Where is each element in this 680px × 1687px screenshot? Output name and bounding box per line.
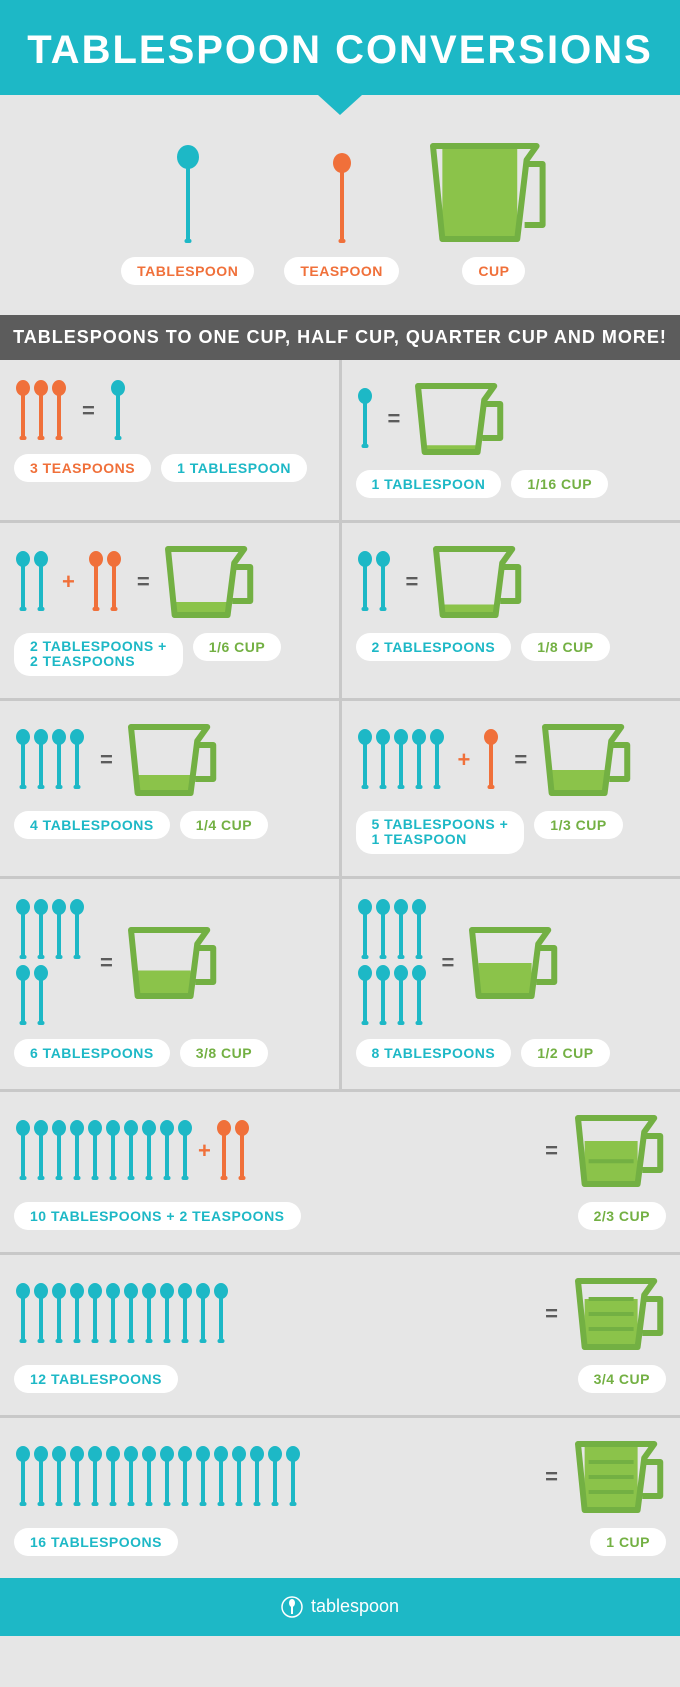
teaspoon-icon [331,135,353,245]
legend-teaspoon-label: TEASPOON [284,257,399,285]
cup-icon [574,1275,666,1353]
left-label: 16 TABLESPOONS [14,1528,178,1556]
tablespoon-group [14,1120,194,1182]
equals: = [539,1301,564,1327]
legend-tablespoon: TABLESPOON [121,135,254,285]
equals: = [76,398,101,424]
right-label: 1 TABLESPOON [161,454,307,482]
right-label: 3/4 CUP [578,1365,666,1393]
footer-brand-text: tablespoon [311,1596,399,1617]
cup-icon [574,1112,666,1190]
right-label: 1/8 CUP [521,633,609,661]
footer-brand: tablespoon [281,1596,399,1618]
equals: = [508,747,533,773]
equals: = [539,1138,564,1164]
cup-icon [541,721,633,799]
teaspoon-group [14,380,68,442]
tablespoon-group [14,551,50,613]
left-label: 6 TABLESPOONS [14,1039,170,1067]
left-label: 2 TABLESPOONS [356,633,512,661]
conversion-cell: = 4 TABLESPOONS 1/4 CUP [0,701,339,876]
cup-icon [468,924,560,1002]
cup-icon [574,1438,666,1516]
equals: = [436,950,461,976]
left-label: 8 TABLESPOONS [356,1039,512,1067]
right-label: 1/4 CUP [180,811,268,839]
plus: + [194,1138,215,1164]
left-label: 4 TABLESPOONS [14,811,170,839]
right-label: 2/3 CUP [578,1202,666,1230]
footer: tablespoon [0,1578,680,1636]
equals: = [539,1464,564,1490]
legend: TABLESPOON TEASPOON CUP [0,95,680,315]
conversion-cell: + = 2 TABLESPOONS +2 TEASPOONS 1/6 CUP [0,523,339,698]
tablespoon-group [356,729,446,791]
legend-cup: CUP [429,135,559,285]
equals: = [131,569,156,595]
left-label: 3 TEASPOONS [14,454,151,482]
tablespoon-group [14,1283,230,1345]
equals: = [382,406,407,432]
cup-icon [164,543,256,621]
tablespoon-group [356,551,392,613]
equals: = [94,747,119,773]
conversion-cell: = 6 TABLESPOONS 3/8 CUP [0,879,339,1089]
tablespoon-group [14,729,86,791]
tablespoon-group [356,388,374,450]
teaspoon-group [482,729,500,791]
equals: = [94,950,119,976]
conversion-cell: = 2 TABLESPOONS 1/8 CUP [342,523,680,698]
brand-icon [281,1596,303,1618]
right-label: 3/8 CUP [180,1039,268,1067]
page-title: TABLESPOON CONVERSIONS [0,28,680,73]
header: TABLESPOON CONVERSIONS [0,0,680,95]
tablespoon-icon [175,135,201,245]
left-label: 10 TABLESPOONS + 2 TEASPOONS [14,1202,301,1230]
right-label: 1/16 CUP [511,470,608,498]
left-label: 12 TABLESPOONS [14,1365,178,1393]
tablespoon-group [14,899,86,1027]
legend-tablespoon-label: TABLESPOON [121,257,254,285]
conversion-cell: + = 5 TABLESPOONS +1 TEASPOON 1/3 CUP [342,701,680,876]
legend-cup-label: CUP [462,257,525,285]
conversion-cell: = 16 TABLESPOONS 1 CUP [0,1418,680,1578]
conversion-cell: = 12 TABLESPOONS 3/4 CUP [0,1255,680,1415]
conversion-cell: = 8 TABLESPOONS 1/2 CUP [342,879,680,1089]
cup-icon [414,380,506,458]
left-label: 1 TABLESPOON [356,470,502,498]
teaspoon-group [215,1120,251,1182]
conversion-cell: = 1 TABLESPOON 1/16 CUP [342,360,680,520]
subheading: TABLESPOONS TO ONE CUP, HALF CUP, QUARTE… [0,315,680,360]
cup-icon [127,924,219,1002]
right-label: 1 CUP [590,1528,666,1556]
equals: = [400,569,425,595]
right-label: 1/3 CUP [534,811,622,839]
legend-teaspoon: TEASPOON [284,135,399,285]
conversion-grid: = 3 TEASPOONS 1 TABLESPOON = 1 TABLESPOO… [0,360,680,1578]
tablespoon-group [109,380,127,442]
tablespoon-group [356,899,428,1027]
right-label: 1/2 CUP [521,1039,609,1067]
conversion-cell: + = 10 TABLESPOONS + 2 TEASPOONS 2/3 CUP [0,1092,680,1252]
left-label: 5 TABLESPOONS +1 TEASPOON [356,811,525,854]
cup-icon [432,543,524,621]
teaspoon-group [87,551,123,613]
left-label: 2 TABLESPOONS +2 TEASPOONS [14,633,183,676]
right-label: 1/6 CUP [193,633,281,661]
conversion-cell: = 3 TEASPOONS 1 TABLESPOON [0,360,339,520]
plus: + [454,747,475,773]
plus: + [58,569,79,595]
cup-icon [127,721,219,799]
tablespoon-group [14,1446,302,1508]
cup-icon [429,135,559,245]
